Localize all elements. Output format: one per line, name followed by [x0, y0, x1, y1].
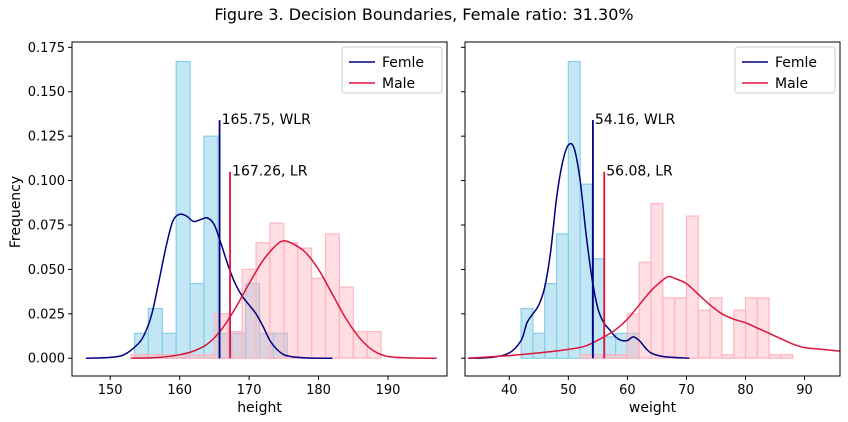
panel-1-female-bar-4: [567, 60, 581, 359]
panel-1-male-bar-13: [733, 309, 747, 359]
panel-1-male-bar-2: [603, 354, 617, 359]
panel-0-male-bar-16: [352, 330, 368, 359]
panel-0-male-bar-15: [338, 286, 354, 359]
panel-0-male-bar-4: [185, 354, 202, 359]
panel-0-y-tick-label-0: 0.000: [28, 352, 65, 367]
panel-0-male-bar-14: [324, 233, 340, 359]
panel-1-male-bar-9: [685, 215, 699, 359]
panel-1-x-tick-label-3: 70: [678, 383, 695, 398]
panel-1-legend-box: [734, 46, 836, 94]
panel-0-y-tick-label-2: 0.050: [28, 263, 65, 278]
panel-0-boundary-label-1: 167.26, LR: [232, 164, 308, 180]
y-axis-label: Frequency: [8, 176, 24, 248]
panel-0-x-tick-label-1: 160: [167, 383, 192, 398]
panel-1-x-tick-label-2: 60: [619, 383, 636, 398]
panel-0-male-kde-line: [131, 240, 437, 359]
panel-0-plot-area: [85, 60, 437, 360]
panel-0-legend-box: [341, 46, 443, 94]
panel-0-y-tick-label-5: 0.125: [28, 130, 65, 145]
panel-1-plot-area: [467, 60, 840, 359]
panel-1-male-bar-0: [579, 354, 593, 359]
panel-1-female-bar-3: [555, 233, 569, 359]
panel-1-boundary-label-1: 56.08, LR: [606, 164, 673, 180]
panel-0-male-bar-13: [310, 277, 327, 359]
panel-1-male-bar-3: [614, 354, 629, 359]
panel-1-female-bar-1: [532, 332, 546, 359]
panel-0-axes-frame: [71, 41, 448, 377]
panel-0-x-axis-label: height: [237, 400, 282, 416]
panel-0-legend-label-0: Femle: [382, 55, 424, 71]
panel-1-male-bar-10: [697, 309, 711, 359]
panel-0-male-bar-5: [199, 354, 215, 359]
panel-1-x-tick-label-0: 40: [501, 383, 518, 398]
panel-0-y-tick-label-1: 0.025: [28, 307, 65, 322]
panel-0-male-bar-11: [283, 242, 299, 359]
panel-0-y-tick-label-4: 0.100: [28, 174, 65, 189]
panel-1-x-tick-label-4: 80: [737, 383, 754, 398]
panel-0-y-tick-label-6: 0.150: [28, 85, 65, 100]
panel-0-legend-label-1: Male: [382, 76, 415, 92]
panel-1-boundary-label-0: 54.16, WLR: [595, 112, 676, 128]
panel-0-x-tick-label-4: 190: [376, 383, 401, 398]
panel-0-male-bar-10: [269, 222, 285, 359]
panel-1-male-bar-7: [662, 297, 676, 359]
panel-0-x-tick-label-0: 150: [98, 383, 123, 398]
panel-1-axes-frame: [464, 41, 841, 377]
panel-1-male-kde-line: [467, 275, 840, 359]
panel-0-female-bar-1: [147, 307, 163, 359]
panel-0-x-tick-label-2: 170: [237, 383, 262, 398]
panel-1-female-bar-2: [544, 283, 558, 359]
panel-1-female-kde-line: [467, 142, 690, 359]
height-panel: 165.75, WLR 167.26, LR 150 160 170 180 190 0.00…: [28, 41, 448, 416]
panel-1-legend-label-1: Male: [775, 76, 808, 92]
panel-1-male-bar-5: [638, 261, 652, 359]
panel-0-female-bar-3: [175, 60, 191, 359]
figure-title: Figure 3. Decision Boundaries, Female ra…: [214, 5, 633, 24]
weight-panel: 54.16, WLR 56.08, LR 40 50 60 70 80 90 weight Fem…: [461, 41, 841, 416]
panel-0-y-tick-label-3: 0.075: [28, 218, 65, 233]
panel-1-x-tick-label-5: 90: [796, 383, 813, 398]
panel-1-male-bar-4: [626, 313, 640, 359]
panel-1-legend-label-0: Femle: [775, 55, 817, 71]
panel-0-boundary-label-0: 165.75, WLR: [222, 112, 312, 128]
panel-1-male-bar-16: [768, 354, 782, 359]
panel-1-male-bar-8: [674, 297, 688, 359]
panel-0-male-bar-12: [297, 247, 313, 359]
panel-0-x-tick-label-3: 180: [306, 383, 331, 398]
panel-1-x-tick-label-1: 50: [560, 383, 577, 398]
panel-1-male-bar-11: [709, 297, 723, 359]
panel-0-y-tick-label-7: 0.175: [28, 41, 65, 56]
panel-0-female-kde-line: [85, 213, 333, 360]
panel-1-x-axis-label: weight: [629, 400, 677, 416]
panel-1-male-bar-17: [780, 354, 794, 359]
panel-1-male-bar-12: [721, 354, 735, 359]
